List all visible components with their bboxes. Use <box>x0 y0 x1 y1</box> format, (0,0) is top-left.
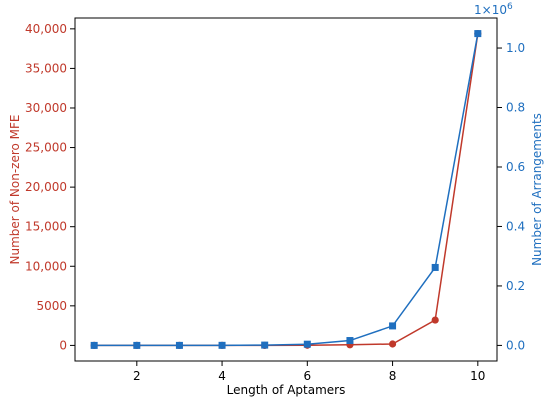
x-axis-ticks: 2 4 6 8 10 <box>133 361 485 383</box>
left-tick-label: 35,000 <box>25 61 67 75</box>
plot-area <box>74 17 498 362</box>
series-2-line <box>94 33 479 347</box>
right-tick-label: 1.0 <box>506 41 525 55</box>
series-markers <box>90 29 482 350</box>
left-tick-label: 5000 <box>36 299 67 313</box>
left-axis-ticks: 0 5000 10,000 15,000 20,000 25,000 30,000 35,00… <box>25 22 75 352</box>
left-tick-label: 20,000 <box>25 180 67 194</box>
left-tick-label: 0 <box>59 338 67 352</box>
left-tick-label: 30,000 <box>25 101 67 115</box>
series-2-point <box>90 341 98 349</box>
x-tick-label: 4 <box>218 369 226 383</box>
series-2-point <box>133 341 141 349</box>
x-tick-label: 2 <box>133 369 141 383</box>
left-y-axis-label: Number of Non-zero MFE <box>8 115 22 265</box>
left-tick-label: 40,000 <box>25 22 67 36</box>
series-2-point <box>474 30 482 38</box>
right-tick-label: 0.6 <box>506 160 525 174</box>
series-2-point <box>303 340 311 348</box>
series-2-point <box>346 337 354 345</box>
series-2-point <box>431 263 439 271</box>
right-y-axis-label: Number of Arrangements <box>530 113 544 266</box>
right-axis-scale-exponent: 6 <box>507 2 513 12</box>
right-tick-label: 0.0 <box>506 338 525 352</box>
series-2-point <box>175 341 183 349</box>
right-axis-scale-label: 1×106 <box>474 2 513 17</box>
right-tick-label: 0.2 <box>506 279 525 293</box>
left-tick-label: 10,000 <box>25 259 67 273</box>
right-tick-label: 0.8 <box>506 101 525 115</box>
x-tick-label: 8 <box>389 369 397 383</box>
left-tick-label: 25,000 <box>25 141 67 155</box>
series-1-point <box>431 316 439 324</box>
x-axis-label: Length of Aptamers <box>227 383 346 397</box>
series-2-point <box>218 341 226 349</box>
series-2-point <box>261 341 269 349</box>
left-tick-label: 15,000 <box>25 220 67 234</box>
right-tick-label: 0.4 <box>506 219 525 233</box>
right-axis-ticks: 0.0 0.2 0.4 0.6 0.8 1.0 <box>497 41 525 352</box>
right-axis-scale-base: 1×10 <box>474 3 507 17</box>
series-2-point <box>389 322 397 330</box>
series-1-point <box>388 340 397 348</box>
x-tick-label: 10 <box>470 369 485 383</box>
series-lines <box>94 33 479 347</box>
x-tick-label: 6 <box>303 369 311 383</box>
plot-frame <box>74 17 498 362</box>
